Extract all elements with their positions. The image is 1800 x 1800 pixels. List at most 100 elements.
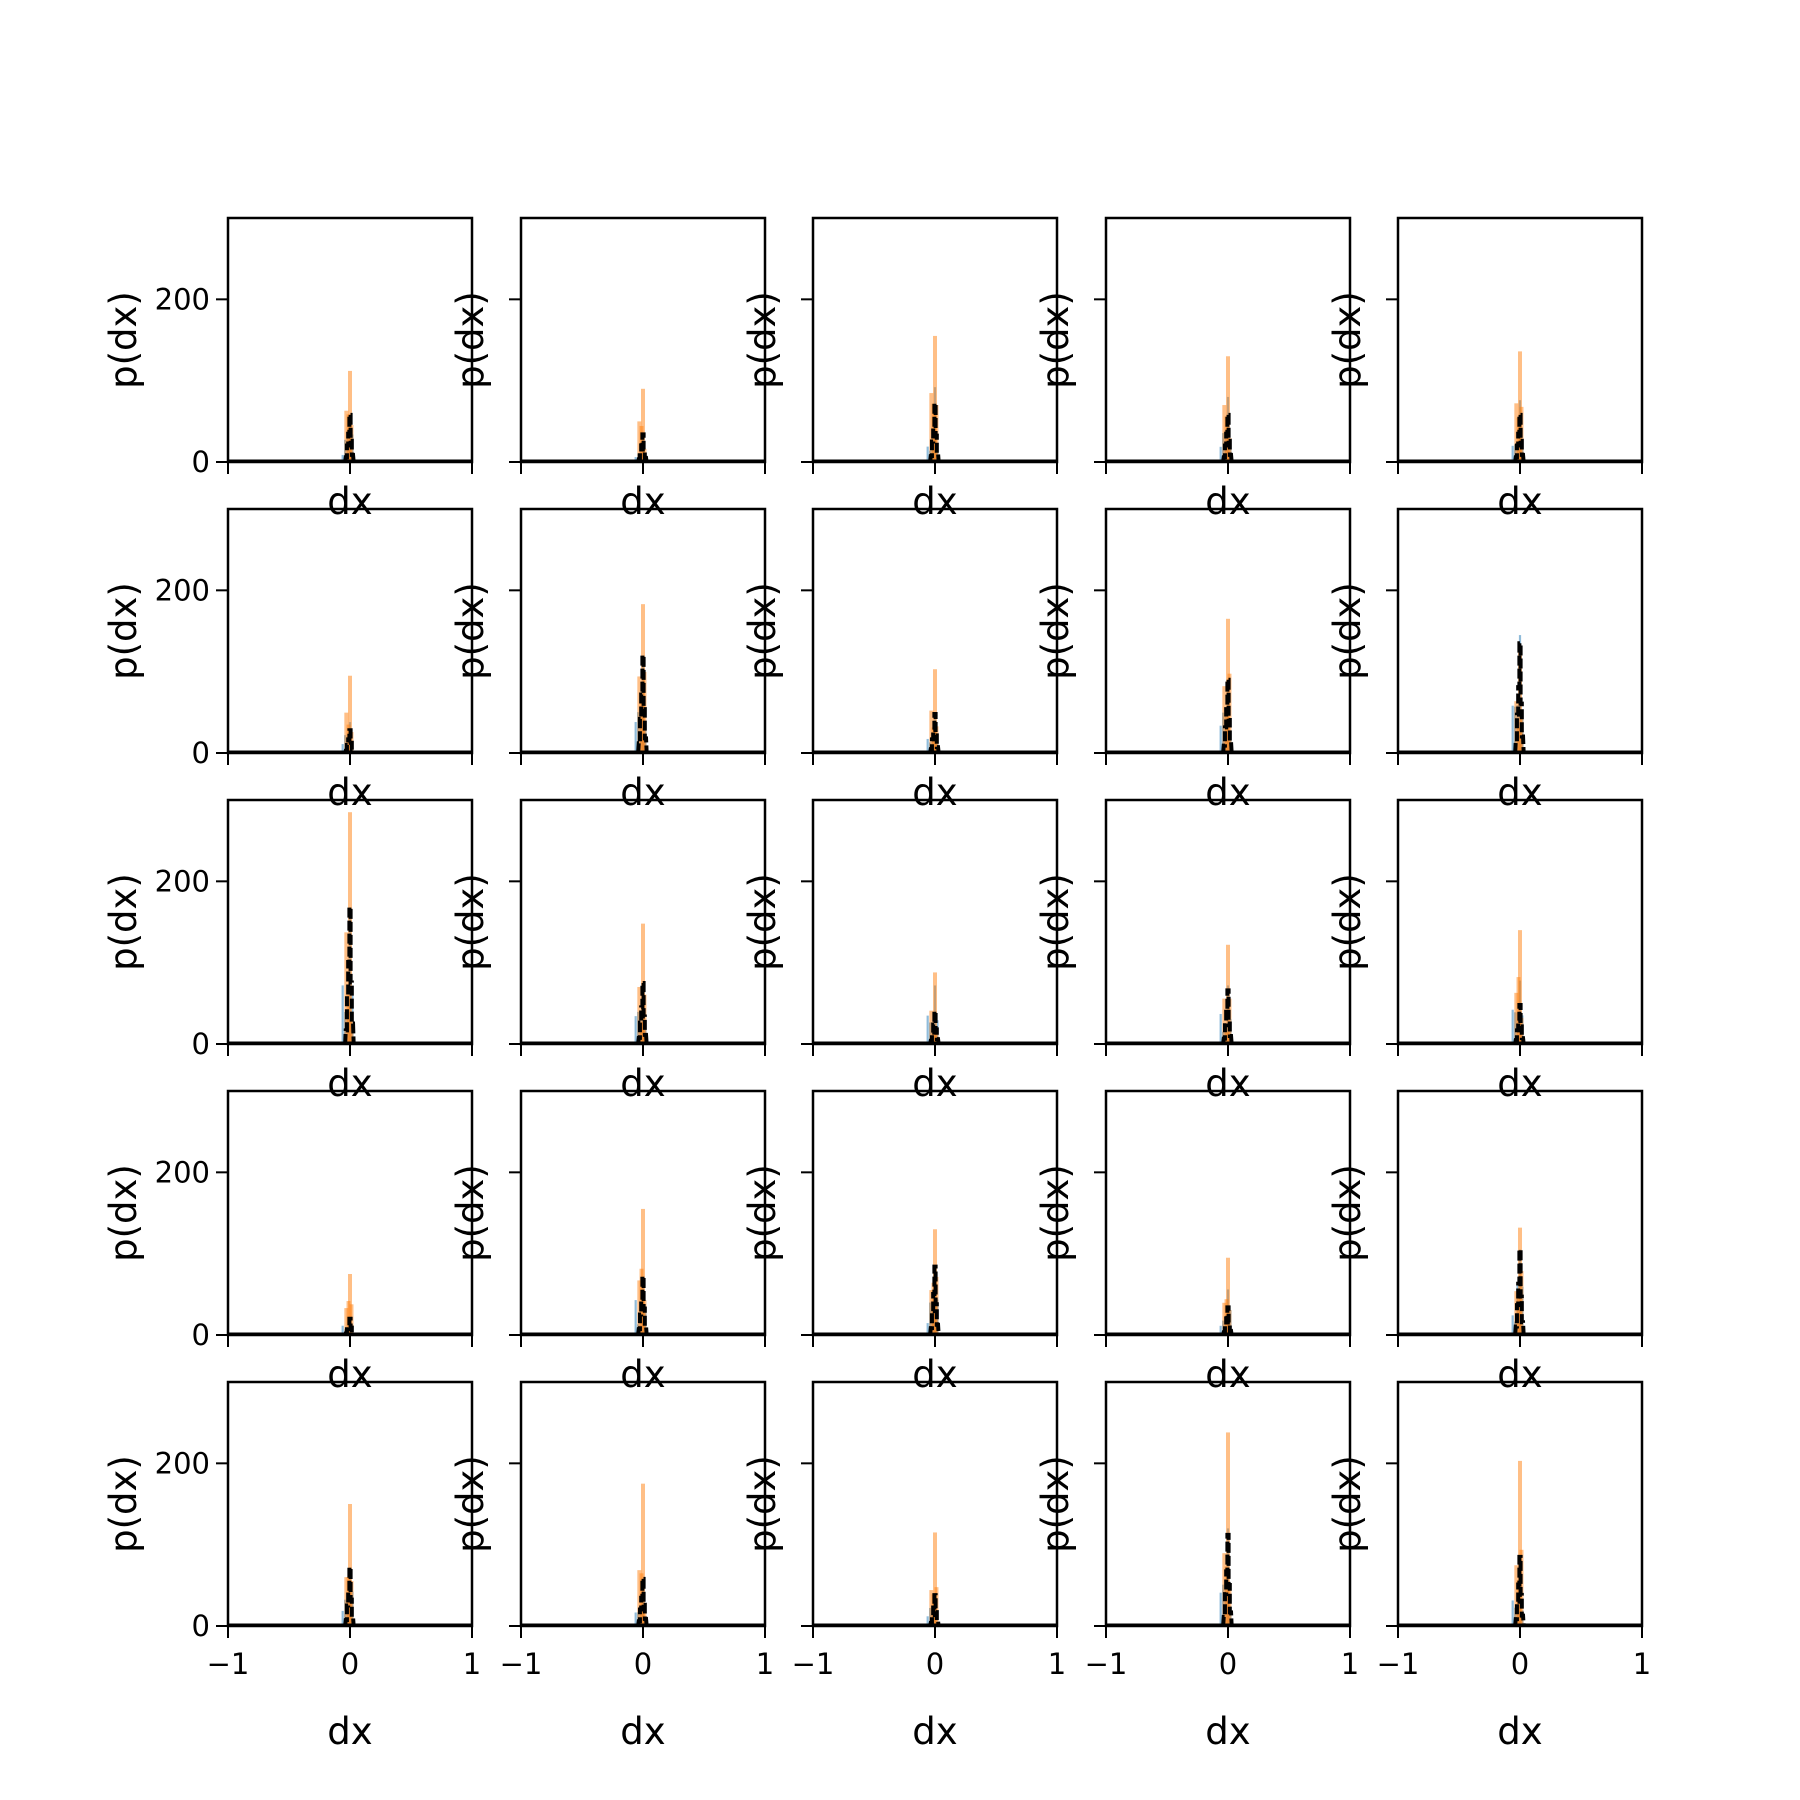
blue-bar [634, 1300, 637, 1335]
black-step-line [928, 1009, 941, 1045]
y-axis-label: p(dx) [102, 291, 145, 389]
subplot-r5-c1: −1 0 1 0 200 [155, 1380, 481, 1681]
y-axis-label: p(dx) [449, 1455, 492, 1553]
blue-bar [634, 722, 637, 753]
orange-bar [929, 1290, 934, 1335]
y-tick-label: 200 [155, 1446, 210, 1480]
subplot-r4-c5 [1386, 1089, 1644, 1347]
blue-bar [1219, 1325, 1222, 1335]
x-axis-label: dx [327, 1710, 372, 1753]
y-axis-label: p(dx) [741, 1164, 784, 1262]
y-tick-label: 200 [155, 573, 210, 607]
blue-bar [1511, 1315, 1514, 1335]
y-axis-label: p(dx) [449, 582, 492, 680]
x-tick-label: 0 [1219, 1647, 1237, 1681]
orange-bar [1227, 998, 1232, 1044]
black-step-line [1513, 1247, 1526, 1336]
blue-bar [1511, 1009, 1514, 1044]
x-axis-label: dx [620, 1710, 665, 1753]
orange-bar [929, 393, 934, 462]
y-tick-label: 0 [192, 445, 210, 479]
blue-bar [634, 1016, 637, 1044]
x-axis-label: dx [327, 1062, 372, 1105]
blue-bar [341, 985, 344, 1044]
subplot-r1-c4 [1094, 216, 1352, 474]
blue-bar [341, 454, 344, 462]
y-axis-label: p(dx) [102, 582, 145, 680]
y-axis-label: p(dx) [741, 1455, 784, 1553]
black-step-line [1221, 1532, 1234, 1627]
x-tick-label: −1 [500, 1647, 543, 1681]
x-axis-label: dx [1497, 771, 1542, 814]
blue-bar [1219, 446, 1222, 462]
orange-bar [929, 710, 934, 753]
blue-bar [926, 1323, 929, 1335]
black-step-line [636, 1576, 649, 1627]
orange-bar [934, 1030, 939, 1044]
blue-bar [634, 1612, 637, 1626]
subplot-r4-c2 [509, 1089, 767, 1347]
y-axis-label: p(dx) [741, 873, 784, 971]
orange-bar [1518, 351, 1522, 462]
x-tick-label: 0 [926, 1647, 944, 1681]
black-step-line [1513, 1554, 1526, 1627]
y-tick-label: 0 [192, 1027, 210, 1061]
subplot-r3-c5 [1386, 798, 1644, 1056]
blue-bar [1219, 1592, 1222, 1626]
x-tick-label: −1 [1377, 1647, 1420, 1681]
orange-bar [641, 1208, 645, 1335]
x-axis-label: dx [327, 480, 372, 523]
subplot-r5-c5: −1 0 1 [1377, 1380, 1651, 1681]
blue-bar [341, 744, 344, 753]
subplot-r2-c3 [801, 507, 1059, 765]
orange-bar [1222, 998, 1227, 1044]
subplot-r2-c2 [509, 507, 767, 765]
orange-bar [1226, 356, 1230, 462]
black-step-line [343, 905, 356, 1045]
x-axis-label: dx [620, 1353, 665, 1396]
subplot-r4-c1: 0 200 [155, 1089, 474, 1352]
orange-bar [642, 1605, 647, 1626]
orange-bar [1514, 1291, 1519, 1335]
subplot-r4-c4 [1094, 1089, 1352, 1347]
y-axis-label: p(dx) [449, 873, 492, 971]
orange-bar [1514, 992, 1519, 1044]
black-step-line [636, 981, 649, 1045]
orange-bar [642, 994, 647, 1044]
black-step-line [1221, 1305, 1234, 1336]
subplot-r3-c4 [1094, 798, 1352, 1056]
subplot-r3-c3 [801, 798, 1059, 1056]
y-axis-label: p(dx) [1034, 291, 1077, 389]
orange-bar [348, 1504, 352, 1626]
x-axis-label: dx [1497, 1062, 1542, 1105]
y-tick-label: 200 [155, 1155, 210, 1189]
black-step-line [928, 401, 941, 463]
orange-bar [1518, 930, 1522, 1044]
orange-bar [1227, 438, 1232, 462]
x-tick-label: −1 [792, 1647, 835, 1681]
black-step-line [1221, 677, 1234, 754]
subplot-r3-c1: 0 200 [155, 798, 474, 1061]
x-axis-label: dx [912, 1353, 957, 1396]
orange-bar [641, 388, 645, 462]
x-tick-label: 0 [634, 1647, 652, 1681]
subplot-r5-c2: −1 0 1 [500, 1380, 774, 1681]
blue-bar [1219, 1013, 1222, 1044]
blue-bar [1511, 705, 1514, 753]
blue-bar [341, 1610, 344, 1626]
x-axis-label: dx [620, 480, 665, 523]
black-step-line [636, 653, 649, 754]
orange-bar [933, 972, 937, 1044]
blue-bar [341, 1325, 344, 1335]
x-axis-label: dx [327, 771, 372, 814]
black-step-line [928, 1593, 941, 1627]
y-axis-label: p(dx) [102, 1164, 145, 1262]
y-tick-label: 0 [192, 1318, 210, 1352]
y-axis-label: p(dx) [1326, 582, 1369, 680]
subplot-r1-c5 [1386, 216, 1644, 474]
orange-bar [344, 712, 349, 753]
orange-bar [348, 675, 352, 753]
x-tick-label: −1 [1085, 1647, 1128, 1681]
x-tick-label: 1 [1341, 1647, 1359, 1681]
